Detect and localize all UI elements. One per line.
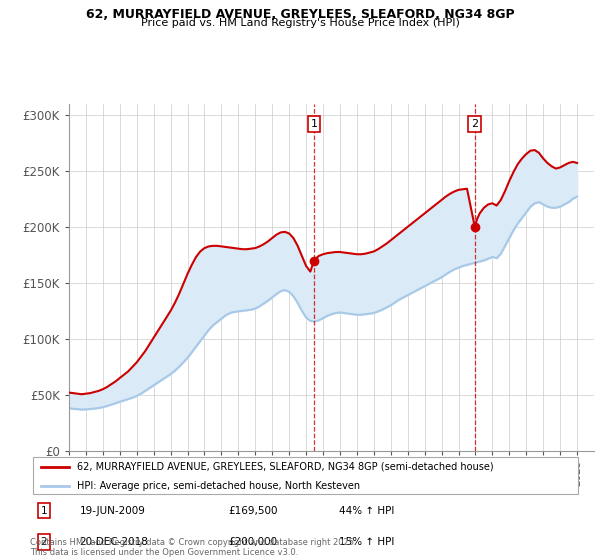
Text: HPI: Average price, semi-detached house, North Kesteven: HPI: Average price, semi-detached house,… — [77, 480, 360, 491]
Text: £200,000: £200,000 — [229, 537, 278, 547]
Text: 44% ↑ HPI: 44% ↑ HPI — [339, 506, 394, 516]
Text: 62, MURRAYFIELD AVENUE, GREYLEES, SLEAFORD, NG34 8GP: 62, MURRAYFIELD AVENUE, GREYLEES, SLEAFO… — [86, 8, 514, 21]
Text: 2: 2 — [40, 537, 47, 547]
Text: Contains HM Land Registry data © Crown copyright and database right 2025.
This d: Contains HM Land Registry data © Crown c… — [30, 538, 356, 557]
Text: 2: 2 — [471, 119, 478, 129]
Text: Price paid vs. HM Land Registry's House Price Index (HPI): Price paid vs. HM Land Registry's House … — [140, 18, 460, 28]
Text: 15% ↑ HPI: 15% ↑ HPI — [339, 537, 394, 547]
Text: 1: 1 — [310, 119, 317, 129]
Text: 20-DEC-2018: 20-DEC-2018 — [80, 537, 149, 547]
Text: 19-JUN-2009: 19-JUN-2009 — [80, 506, 146, 516]
FancyBboxPatch shape — [33, 458, 578, 493]
Text: 62, MURRAYFIELD AVENUE, GREYLEES, SLEAFORD, NG34 8GP (semi-detached house): 62, MURRAYFIELD AVENUE, GREYLEES, SLEAFO… — [77, 461, 494, 472]
Text: £169,500: £169,500 — [229, 506, 278, 516]
Text: 1: 1 — [40, 506, 47, 516]
